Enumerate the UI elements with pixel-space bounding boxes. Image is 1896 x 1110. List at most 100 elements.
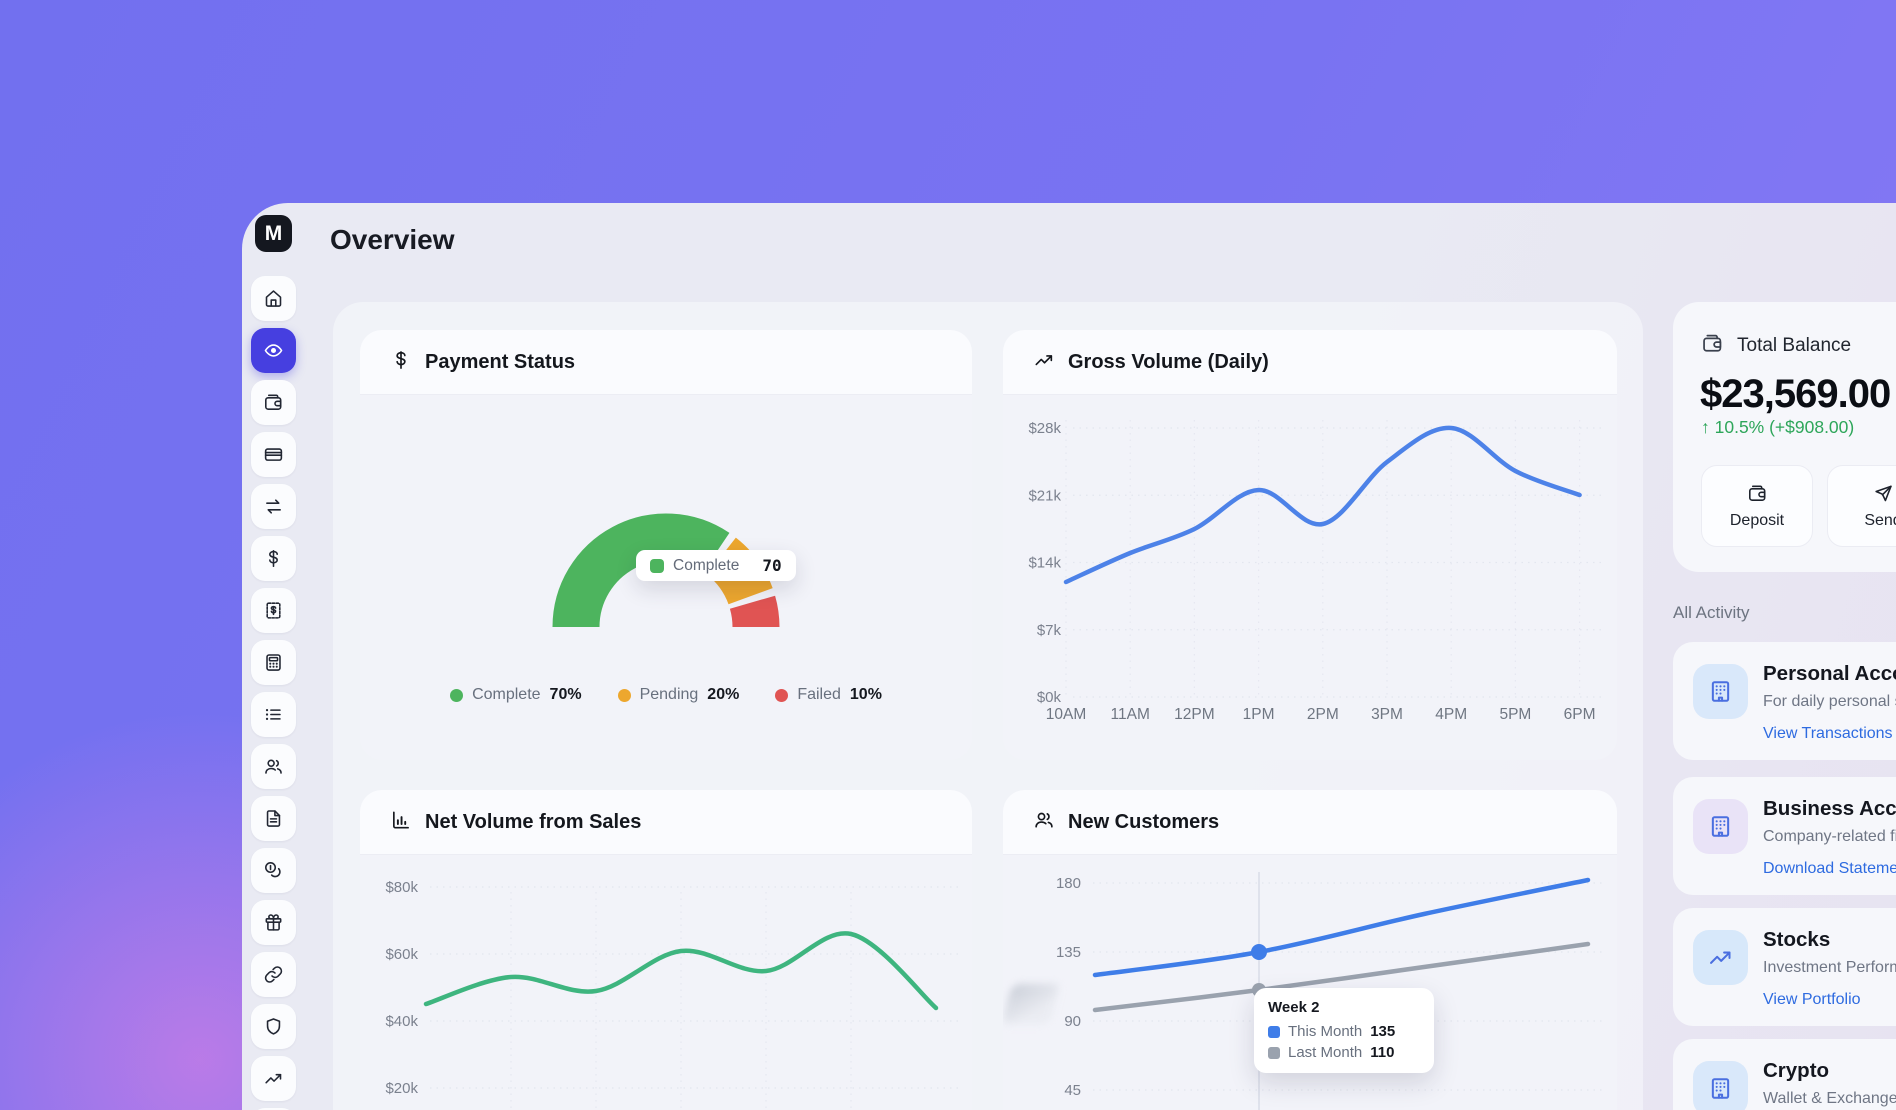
axis-tick-label: $0k — [1037, 689, 1062, 706]
receipt-dollar-icon — [266, 602, 281, 619]
series-line-this-month — [1092, 877, 1591, 978]
send-button-label: Send — [1864, 511, 1896, 529]
building-icon — [1711, 1078, 1730, 1099]
dollar-icon — [269, 550, 278, 567]
wallet-icon — [265, 394, 282, 410]
activity-subtitle: Wallet & Exchange — [1763, 1090, 1896, 1107]
list-icon — [265, 708, 281, 721]
sidebar-item-coins[interactable] — [251, 848, 296, 893]
wallet-icon — [1703, 334, 1722, 352]
sidebar-item-more[interactable] — [251, 1108, 296, 1110]
calculator-icon — [266, 654, 281, 671]
gauge-segment-failed — [729, 595, 780, 628]
sidebar-item-home[interactable] — [251, 276, 296, 321]
shield-icon — [266, 1018, 281, 1035]
bar-chart-icon — [393, 810, 409, 829]
all-activity-heading: All Activity — [1673, 603, 1750, 622]
sidebar-item-invoices[interactable] — [251, 588, 296, 633]
sidebar-item-payments[interactable] — [251, 536, 296, 581]
legend-value: 70% — [549, 686, 582, 703]
credit-card-icon — [264, 448, 283, 461]
bar-chart-icon — [390, 809, 412, 836]
dollar-icon — [390, 349, 412, 376]
tooltip-row: Last Month 110 — [1268, 1044, 1420, 1061]
legend-value: 20% — [707, 686, 740, 703]
eye-icon — [264, 344, 283, 357]
activity-item-crypto[interactable]: Crypto Wallet & Exchange — [1673, 1039, 1896, 1110]
new-customers-header: New Customers — [1003, 790, 1617, 855]
gross-volume-title: Gross Volume (Daily) — [1068, 350, 1269, 373]
sidebar-item-lists[interactable] — [251, 692, 296, 737]
send-icon — [1874, 485, 1892, 501]
axis-tick-label: 4PM — [1435, 706, 1467, 723]
sidebar-item-analytics[interactable] — [251, 1056, 296, 1101]
net-volume-line-chart[interactable]: $80k $60k $40k $20k — [360, 854, 972, 1110]
gauge-tooltip-label: Complete — [673, 556, 740, 574]
total-balance-header: Total Balance — [1701, 332, 1851, 360]
sidebar-rail — [251, 276, 296, 1110]
dashboard-panel: M Overview Payment Status Complete 70 Co… — [242, 203, 1896, 1110]
net-volume-line — [423, 931, 939, 1011]
deposit-button-label: Deposit — [1729, 511, 1785, 529]
activity-link[interactable]: Download Statements — [1763, 860, 1896, 877]
building-icon — [1711, 816, 1730, 837]
deposit-button[interactable]: Deposit — [1701, 465, 1813, 547]
data-point-this-month — [1251, 944, 1267, 960]
activity-tile — [1693, 799, 1748, 854]
net-volume-header: Net Volume from Sales — [360, 790, 972, 855]
payment-status-body: Complete 70 Complete 70% Pending 20% Failed 1… — [360, 394, 972, 760]
home-icon — [265, 290, 282, 307]
sidebar-item-security[interactable] — [251, 1004, 296, 1049]
net-volume-title: Net Volume from Sales — [425, 810, 642, 833]
gauge-tooltip-value: 70 — [762, 556, 782, 575]
axis-tick-label: 11AM — [1111, 706, 1150, 723]
activity-subtitle: Company-related finances — [1763, 828, 1896, 845]
sidebar-item-customers[interactable] — [251, 744, 296, 789]
legend-label: Complete — [472, 686, 541, 703]
axis-tick-label: $20k — [385, 1080, 418, 1097]
activity-title: Business Account — [1763, 797, 1896, 820]
coins-icon — [265, 862, 281, 878]
axis-tick-label: $7k — [1037, 622, 1062, 639]
total-balance-amount: $23,569.00 — [1700, 372, 1891, 416]
sidebar-item-wallet[interactable] — [251, 380, 296, 425]
sidebar-item-documents[interactable] — [251, 796, 296, 841]
axis-tick-label: 1PM — [1243, 706, 1275, 723]
new-customers-tooltip: Week 2 This Month 135 Last Month 110 — [1254, 988, 1434, 1073]
activity-subtitle: For daily personal spending — [1763, 693, 1896, 710]
activity-link[interactable]: View Transactions — [1763, 725, 1893, 742]
sidebar-item-transfers[interactable] — [251, 484, 296, 529]
axis-tick-label: 6PM — [1564, 706, 1596, 723]
activity-title: Stocks — [1763, 928, 1831, 951]
gross-volume-header: Gross Volume (Daily) — [1003, 330, 1617, 395]
payment-status-card: Payment Status Complete 70 Complete 70% Pe… — [360, 330, 972, 760]
sidebar-item-overview[interactable] — [251, 328, 296, 373]
gauge-tooltip-swatch — [650, 558, 664, 573]
axis-tick-label: 3PM — [1371, 706, 1403, 723]
sidebar-item-rewards[interactable] — [251, 900, 296, 945]
sidebar-item-cards[interactable] — [251, 432, 296, 477]
net-volume-body: $80k $60k $40k $20k — [360, 854, 972, 1110]
send-button[interactable]: Send — [1827, 465, 1896, 547]
tooltip-series-value: 135 — [1370, 1023, 1396, 1040]
balance-actions: Deposit Send — [1701, 465, 1896, 547]
tooltip-series-value: 110 — [1370, 1044, 1395, 1061]
activity-item-business-account[interactable]: Business Account Company-related finances… — [1673, 777, 1896, 895]
activity-link[interactable]: View Portfolio — [1763, 991, 1861, 1008]
trending-up-icon — [1033, 349, 1055, 376]
sidebar-item-links[interactable] — [251, 952, 296, 997]
activity-item-stocks[interactable]: Stocks Investment Performance View Portfol… — [1673, 908, 1896, 1026]
activity-title: Crypto — [1763, 1059, 1830, 1082]
axis-tick-label: $28k — [1028, 420, 1061, 437]
activity-item-personal-account[interactable]: Personal Account For daily personal spend… — [1673, 642, 1896, 760]
building-icon — [1711, 681, 1730, 702]
trending-up-icon — [265, 1073, 282, 1084]
legend-item-complete: Complete 70% — [450, 686, 582, 704]
activity-tile — [1693, 930, 1748, 985]
sidebar-item-calculator[interactable] — [251, 640, 296, 685]
trending-up-icon — [1710, 951, 1731, 964]
axis-tick-label: 135 — [1056, 944, 1081, 961]
app-logo[interactable]: M — [255, 215, 292, 252]
